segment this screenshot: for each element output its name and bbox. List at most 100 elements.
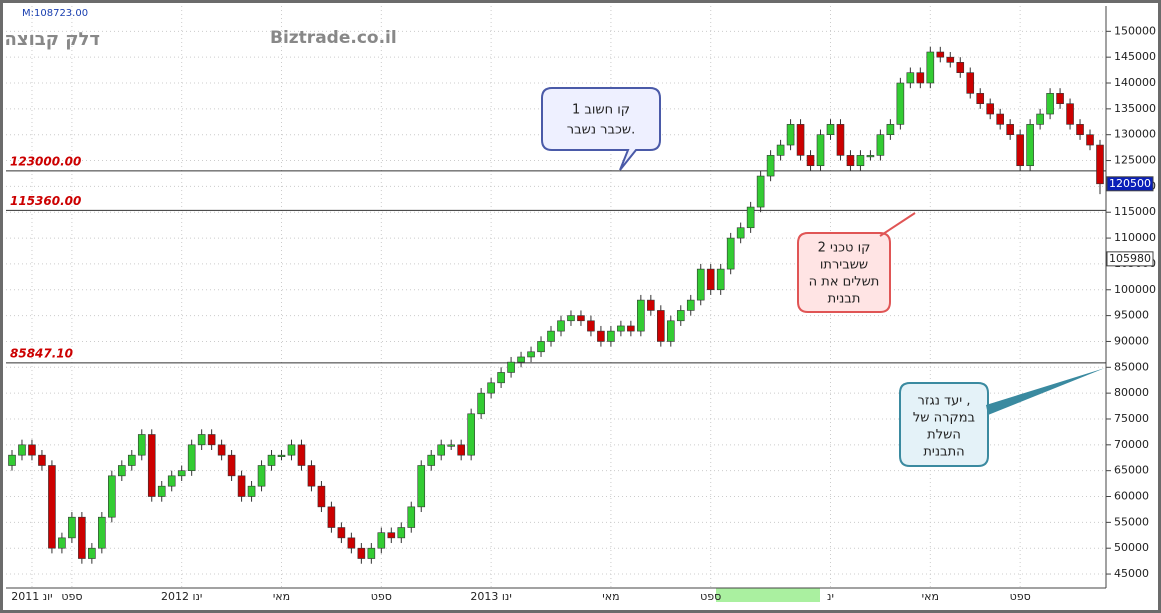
candle-body <box>896 82 905 125</box>
y-tick-label: 145000 <box>1114 50 1156 63</box>
candle-body <box>676 310 685 322</box>
callout <box>541 87 661 171</box>
candle-body <box>1086 134 1094 146</box>
candle-body <box>257 465 266 487</box>
candle-body <box>1016 134 1024 167</box>
candle-body <box>467 413 475 456</box>
y-tick-label: 125000 <box>1114 154 1156 167</box>
candle-body <box>407 506 416 528</box>
candle-body <box>926 51 935 84</box>
y-tick-label: 55000 <box>1114 515 1149 528</box>
candle-body <box>337 527 346 539</box>
candle-body <box>477 392 485 415</box>
candle-body <box>397 527 406 539</box>
candle-body <box>916 72 925 84</box>
candle-body <box>1056 93 1064 104</box>
candle-body <box>946 56 955 63</box>
candle-body <box>127 454 136 466</box>
x-tick-label: ספט <box>371 590 392 603</box>
candle-body <box>617 325 625 332</box>
candle-body <box>1066 103 1074 125</box>
candle-body <box>247 485 256 497</box>
candle-body <box>956 62 965 73</box>
annotation-line: במקרה של <box>913 411 975 426</box>
candle-body <box>1076 124 1084 136</box>
candle-body <box>18 444 26 456</box>
x-tick-label: ספט <box>61 590 82 603</box>
candle-body <box>736 227 745 239</box>
candle-body <box>417 465 426 508</box>
candle-body <box>557 320 565 332</box>
y-tick-label: 60000 <box>1114 490 1149 503</box>
x-tick-label: ספט <box>1010 590 1031 603</box>
annotation-line: שכבר נשבר. <box>567 123 635 138</box>
annotation-line: יעד נגזר , <box>918 394 971 409</box>
price-tag <box>1106 176 1154 192</box>
callout-pointer <box>986 368 1105 415</box>
annotation-line: תבנית <box>828 292 861 307</box>
candle-body <box>447 444 455 447</box>
chart-title: דלק קבוצה <box>4 29 100 50</box>
candle-body <box>117 465 126 477</box>
candle-body <box>377 532 386 549</box>
y-tick-label: 50000 <box>1114 541 1149 554</box>
candle-body <box>207 434 216 446</box>
callout-pointer <box>879 212 916 237</box>
candle-body <box>277 454 286 457</box>
annotation-line: קו טכני 2 <box>818 241 871 256</box>
candle-body <box>78 516 86 559</box>
levels: 123000.00 115360.00 85847.10 120500 105980 <box>6 154 1154 364</box>
candle-body <box>507 361 515 373</box>
grid: 45000 50000 55000 60000 65000 70000 75000 80000… <box>6 6 1156 603</box>
x-tick-label: מאי <box>602 590 619 603</box>
candle-body <box>367 547 376 559</box>
candle-body <box>137 434 146 456</box>
candle-body <box>806 155 815 167</box>
y-tick-label: 90000 <box>1114 334 1149 347</box>
y-tick-label: 135000 <box>1114 102 1156 115</box>
annotation-line: התבנית <box>923 445 964 460</box>
callout <box>899 382 989 467</box>
candle-body <box>197 434 206 446</box>
candle-body <box>517 356 525 363</box>
annotation-line: קו חשוב 1 <box>572 103 630 118</box>
y-tick-label: 65000 <box>1114 464 1149 477</box>
candle-body <box>157 485 166 497</box>
candle-body <box>1006 124 1014 136</box>
candle-body <box>187 444 196 471</box>
candle-body <box>816 134 825 167</box>
price-tag <box>1106 251 1154 267</box>
candle-body <box>177 470 186 477</box>
candle-body <box>317 485 326 508</box>
candle-body <box>886 124 895 136</box>
candle-body <box>587 320 595 332</box>
candle-body <box>497 372 505 384</box>
candle-body <box>487 382 495 394</box>
y-tick-label: 150000 <box>1114 24 1156 37</box>
candle-body <box>58 537 66 549</box>
candle-body <box>297 444 306 466</box>
candle-body <box>936 51 945 58</box>
callout <box>797 232 891 313</box>
candle-body <box>1036 113 1044 125</box>
candle-body <box>347 537 356 549</box>
candle-body <box>627 325 635 332</box>
candle-body <box>666 320 675 342</box>
candle-body <box>1046 93 1054 115</box>
candle-body <box>427 454 436 466</box>
candle-body <box>327 506 336 528</box>
candle-body <box>796 124 805 156</box>
watermark: Biztrade.co.il <box>270 28 397 48</box>
y-tick-label: 70000 <box>1114 438 1149 451</box>
candle-body <box>527 351 535 358</box>
candle-body <box>437 444 446 456</box>
y-tick-label: 80000 <box>1114 386 1149 399</box>
candle-body <box>716 268 725 291</box>
time-highlight <box>716 588 820 602</box>
candle-body <box>996 113 1004 125</box>
candle-body <box>856 155 865 167</box>
candles <box>8 46 1104 564</box>
candle-body <box>577 315 585 322</box>
candle-body <box>756 175 765 208</box>
